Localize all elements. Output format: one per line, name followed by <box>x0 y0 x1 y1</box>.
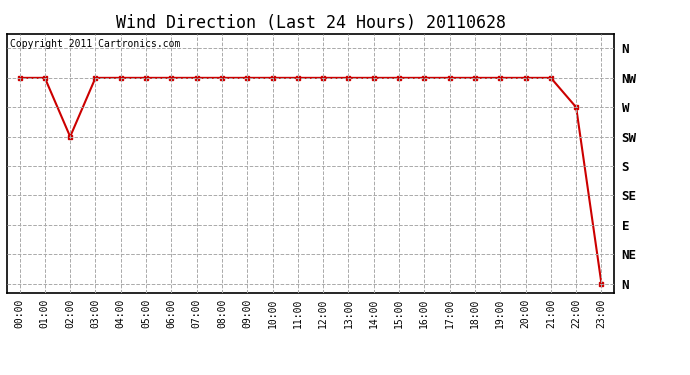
Text: Copyright 2011 Cartronics.com: Copyright 2011 Cartronics.com <box>10 39 180 49</box>
Title: Wind Direction (Last 24 Hours) 20110628: Wind Direction (Last 24 Hours) 20110628 <box>115 14 506 32</box>
